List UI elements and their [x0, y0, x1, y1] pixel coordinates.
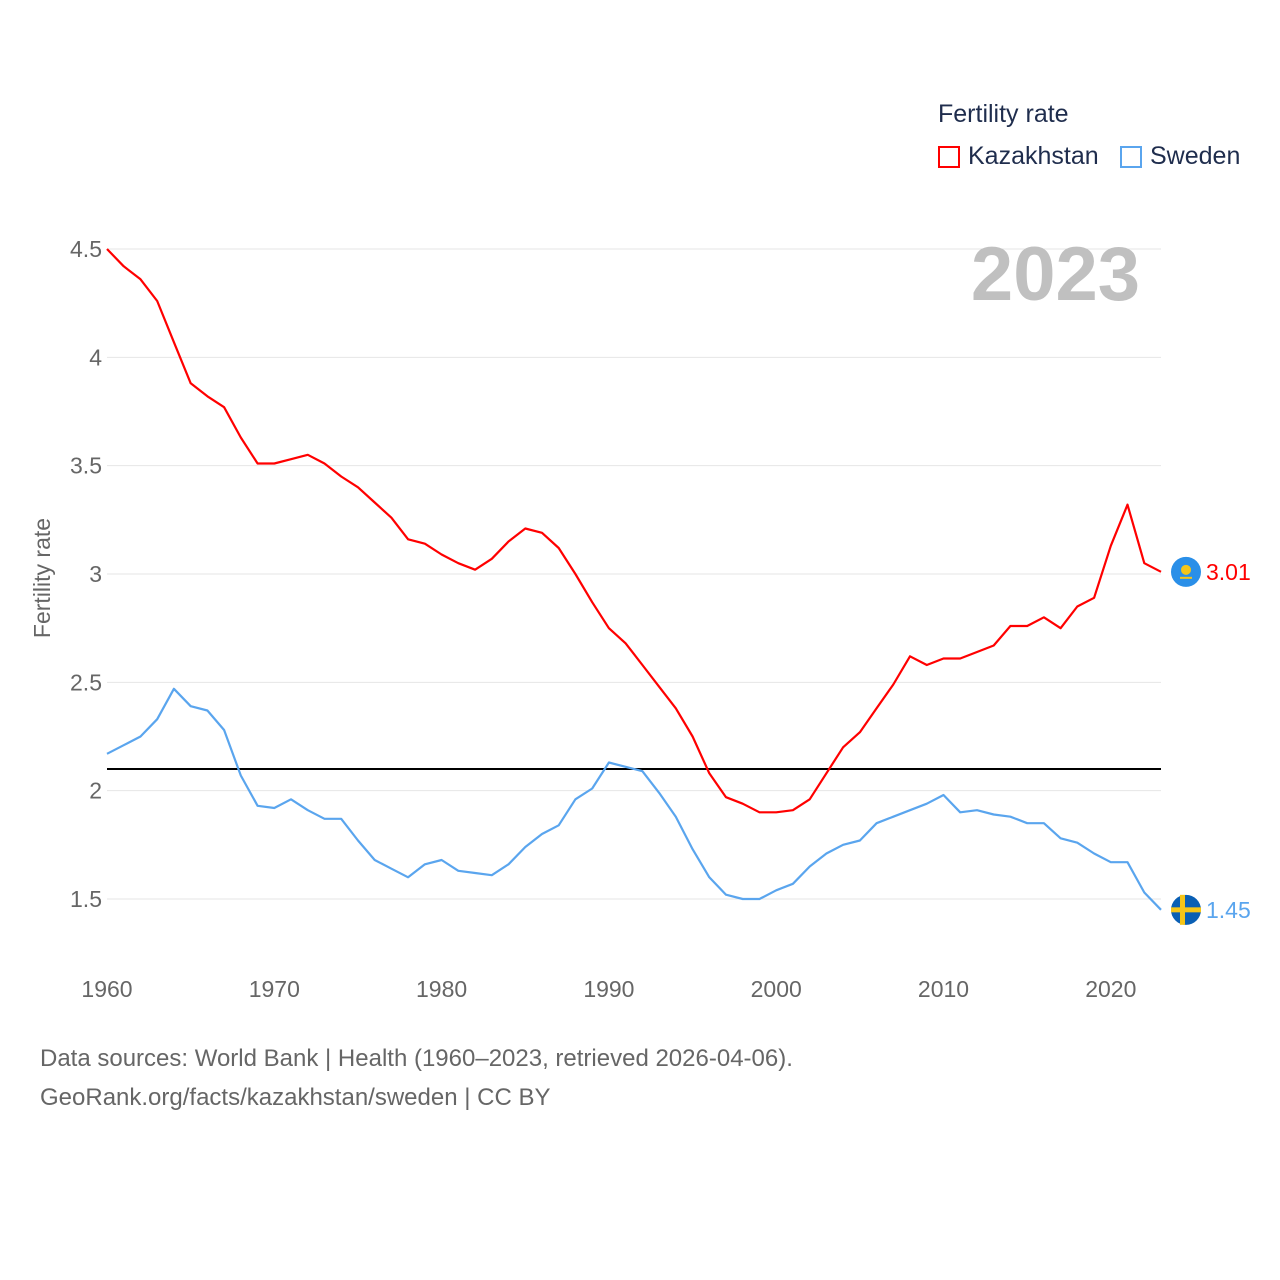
legend-title: Fertility rate: [938, 100, 1069, 128]
footer-sources: Data sources: World Bank | Health (1960–…: [40, 1045, 793, 1072]
y-tick-label: 2: [89, 778, 102, 804]
legend-swatch: [938, 145, 960, 168]
end-value-label: 1.45: [1206, 897, 1251, 923]
x-tick-label: 1970: [249, 976, 300, 1002]
y-tick-label: 2.5: [70, 669, 102, 695]
sweden-flag-icon: [1171, 894, 1201, 925]
legend-label: Kazakhstan: [968, 142, 1099, 170]
y-tick-label: 1.5: [70, 886, 102, 912]
y-tick-label: 4: [89, 344, 102, 370]
y-tick-label: 3.5: [70, 453, 102, 479]
x-tick-label: 1990: [583, 976, 634, 1002]
legend-label: Sweden: [1150, 142, 1241, 170]
x-tick-label: 2020: [1085, 976, 1136, 1002]
x-tick-label: 2010: [918, 976, 969, 1002]
footer-attribution[interactable]: GeoRank.org/facts/kazakhstan/sweden | CC…: [40, 1084, 551, 1111]
x-tick-label: 1960: [81, 976, 132, 1002]
x-tick-label: 1980: [416, 976, 467, 1002]
end-value-label: 3.01: [1206, 559, 1251, 585]
legend-item-kazakhstan[interactable]: Kazakhstan: [938, 142, 1099, 171]
x-tick-label: 2000: [751, 976, 802, 1002]
kazakhstan-flag-icon: [1171, 556, 1201, 587]
y-tick-label: 3: [89, 561, 102, 587]
y-tick-label: 4.5: [70, 236, 102, 262]
year-watermark: 2023: [971, 232, 1140, 317]
series-line-kazakhstan: [106, 248, 1162, 814]
legend-item-sweden[interactable]: Sweden: [1120, 142, 1240, 171]
y-axis-label: Fertility rate: [29, 518, 55, 638]
legend-swatch: [1120, 145, 1142, 168]
series-line-sweden: [106, 687, 1162, 911]
